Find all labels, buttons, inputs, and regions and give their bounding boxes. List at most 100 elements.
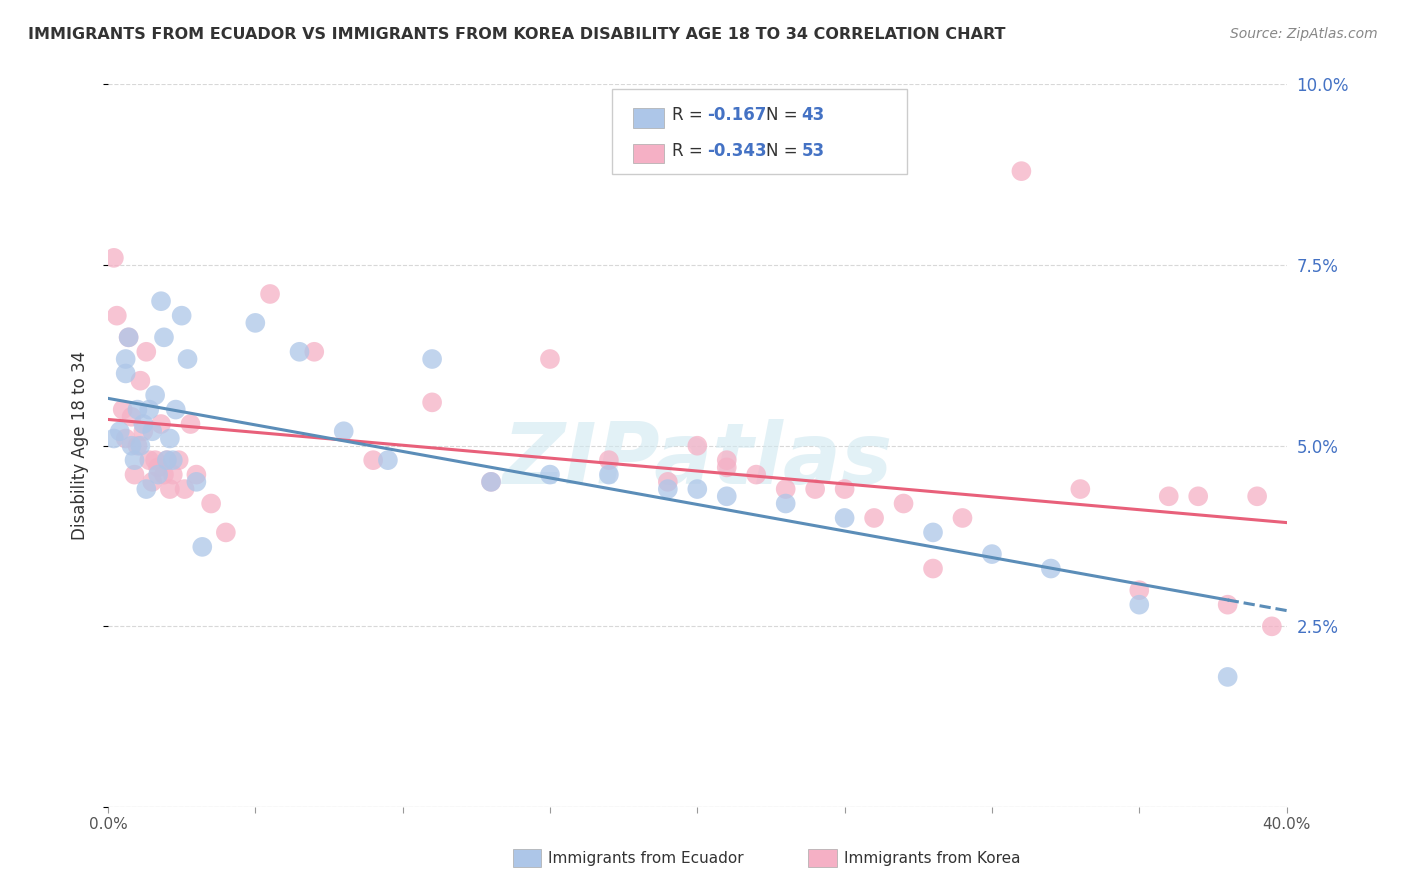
Point [135, 482, 157, 496]
Point [143, 453, 166, 467]
Point [146, 467, 169, 482]
Point [1039, 561, 1062, 575]
Point [129, 439, 152, 453]
Point [153, 467, 176, 482]
Point [127, 402, 149, 417]
Point [745, 467, 768, 482]
Point [716, 489, 738, 503]
Point [117, 330, 139, 344]
Point [156, 453, 179, 467]
Point [153, 330, 176, 344]
Point [103, 432, 125, 446]
Point [479, 475, 502, 489]
Point [1216, 670, 1239, 684]
Point [686, 482, 709, 496]
Point [922, 525, 945, 540]
Point [716, 453, 738, 467]
Point [165, 402, 187, 417]
Text: IMMIGRANTS FROM ECUADOR VS IMMIGRANTS FROM KOREA DISABILITY AGE 18 TO 34 CORRELA: IMMIGRANTS FROM ECUADOR VS IMMIGRANTS FR… [28, 27, 1005, 42]
Text: Source: ZipAtlas.com: Source: ZipAtlas.com [1230, 27, 1378, 41]
Point [170, 309, 193, 323]
Point [834, 511, 856, 525]
Point [1128, 598, 1150, 612]
Point [259, 287, 281, 301]
Point [159, 432, 181, 446]
Text: ZIPatlas: ZIPatlas [502, 418, 893, 501]
Point [893, 496, 915, 510]
Point [186, 475, 208, 489]
Text: 53: 53 [801, 142, 824, 160]
Point [129, 374, 152, 388]
Point [143, 388, 166, 402]
Point [716, 460, 738, 475]
Point [1157, 489, 1180, 503]
Point [420, 351, 443, 366]
Point [121, 409, 143, 424]
Point [598, 453, 620, 467]
Point [114, 367, 136, 381]
Point [150, 417, 173, 431]
Point [863, 511, 886, 525]
Point [103, 251, 125, 265]
Point [124, 453, 146, 467]
Point [1187, 489, 1209, 503]
Point [162, 467, 184, 482]
Point [173, 482, 195, 496]
Text: R =: R = [672, 142, 703, 160]
Text: Immigrants from Ecuador: Immigrants from Ecuador [548, 852, 744, 866]
Point [186, 467, 208, 482]
Point [1010, 164, 1032, 178]
Point [146, 460, 169, 475]
Text: N =: N = [766, 106, 797, 124]
Text: -0.343: -0.343 [707, 142, 766, 160]
Point [108, 424, 131, 438]
Point [117, 330, 139, 344]
Point [1216, 598, 1239, 612]
Point [135, 344, 157, 359]
Point [538, 351, 561, 366]
Point [162, 453, 184, 467]
Point [304, 344, 326, 359]
Point [377, 453, 399, 467]
Point [132, 417, 155, 431]
Point [150, 294, 173, 309]
Point [922, 561, 945, 575]
Point [156, 453, 179, 467]
Point [1261, 619, 1284, 633]
Point [598, 467, 620, 482]
Text: -0.167: -0.167 [707, 106, 766, 124]
Point [361, 453, 384, 467]
Point [141, 424, 163, 438]
Point [834, 482, 856, 496]
Point [141, 475, 163, 489]
Text: Immigrants from Korea: Immigrants from Korea [844, 852, 1021, 866]
Point [332, 424, 354, 438]
Point [127, 439, 149, 453]
Point [657, 482, 679, 496]
Point [420, 395, 443, 409]
Point [804, 482, 827, 496]
Point [138, 453, 160, 467]
Point [121, 439, 143, 453]
Point [981, 547, 1004, 561]
Point [105, 309, 128, 323]
Point [245, 316, 267, 330]
Point [176, 351, 198, 366]
Point [179, 417, 201, 431]
Point [657, 475, 679, 489]
Point [952, 511, 974, 525]
Y-axis label: Disability Age 18 to 34: Disability Age 18 to 34 [72, 351, 89, 541]
Point [775, 482, 797, 496]
Text: 43: 43 [801, 106, 825, 124]
Point [1069, 482, 1091, 496]
Point [167, 453, 190, 467]
Point [538, 467, 561, 482]
Point [132, 424, 155, 438]
Point [114, 351, 136, 366]
Point [200, 496, 222, 510]
Point [479, 475, 502, 489]
Point [138, 402, 160, 417]
Point [215, 525, 238, 540]
Point [111, 402, 134, 417]
Point [1246, 489, 1268, 503]
